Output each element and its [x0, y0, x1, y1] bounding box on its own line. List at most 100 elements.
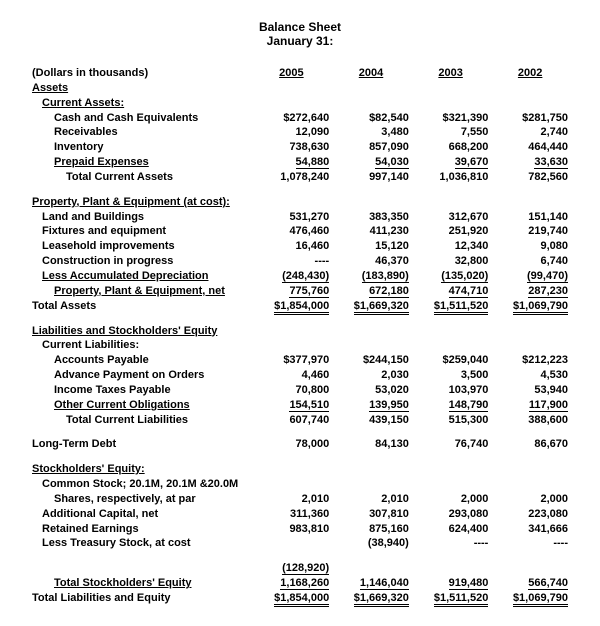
v: 566,740: [528, 577, 568, 590]
v: $377,970: [252, 353, 332, 368]
v: $1,854,000: [274, 300, 329, 315]
v: ----: [252, 254, 332, 269]
v: $212,223: [490, 353, 570, 368]
v: 474,710: [449, 285, 489, 298]
v: 2,740: [490, 125, 570, 140]
v: 857,090: [331, 140, 411, 155]
v: 46,370: [331, 254, 411, 269]
v: 624,400: [411, 522, 491, 537]
label: Income Taxes Payable: [30, 383, 252, 398]
year-2005: 2005: [252, 66, 332, 81]
v: $1,511,520: [434, 592, 488, 607]
v: 1,078,240: [252, 170, 332, 185]
v: 287,230: [528, 285, 568, 298]
v: $281,750: [490, 111, 570, 126]
v: 2,010: [252, 492, 332, 507]
v: 439,150: [331, 413, 411, 428]
v: 4,530: [490, 368, 570, 383]
v: $1,069,790: [513, 592, 568, 607]
v: 4,460: [252, 368, 332, 383]
v: [411, 561, 491, 576]
v: 6,740: [490, 254, 570, 269]
v: 70,800: [252, 383, 332, 398]
row-advance: Advance Payment on Orders4,4602,0303,500…: [30, 368, 570, 383]
row-fixtures: Fixtures and equipment476,460411,230251,…: [30, 224, 570, 239]
label: Total Assets: [30, 299, 252, 314]
liab-equity-heading: Liabilities and Stockholders' Equity: [30, 324, 252, 339]
v: 39,670: [455, 156, 489, 169]
v: 607,740: [252, 413, 332, 428]
year-2002: 2002: [490, 66, 570, 81]
label: Additional Capital, net: [30, 507, 252, 522]
v: (99,470): [527, 270, 568, 283]
v: 388,600: [490, 413, 570, 428]
row-total-assets: Total Assets$1,854,000$1,669,320$1,511,5…: [30, 299, 570, 314]
label: Leasehold improvements: [30, 239, 252, 254]
v: (248,430): [282, 270, 329, 283]
row-prepaid: Prepaid Expenses54,88054,03039,67033,630: [30, 155, 570, 170]
v: 312,670: [411, 210, 491, 225]
v: 476,460: [252, 224, 332, 239]
label: Land and Buildings: [30, 210, 252, 225]
label: Property, Plant & Equipment, net: [30, 284, 252, 299]
v: 154,510: [289, 399, 329, 412]
row-inventory: Inventory738,630857,090668,200464,440: [30, 140, 570, 155]
row-total-se: Total Stockholders' Equity1,168,2601,146…: [30, 576, 570, 591]
v: 531,270: [252, 210, 332, 225]
v: 223,080: [490, 507, 570, 522]
v: 103,970: [411, 383, 491, 398]
v: 53,020: [331, 383, 411, 398]
v: 139,950: [369, 399, 409, 412]
row-leasehold: Leasehold improvements16,46015,12012,340…: [30, 239, 570, 254]
label: Less Treasury Stock, at cost: [30, 536, 252, 551]
v: 53,940: [490, 383, 570, 398]
v: 775,760: [289, 285, 329, 298]
cl-heading: Current Liabilities:: [30, 338, 252, 353]
v: 2,000: [411, 492, 491, 507]
label: Total Current Liabilities: [30, 413, 252, 428]
v: 515,300: [411, 413, 491, 428]
v: 9,080: [490, 239, 570, 254]
row-ppe-net: Property, Plant & Equipment, net775,7606…: [30, 284, 570, 299]
label: Cash and Cash Equivalents: [30, 111, 252, 126]
v: [252, 536, 332, 551]
row-ap: Accounts Payable$377,970$244,150$259,040…: [30, 353, 570, 368]
label: Construction in progress: [30, 254, 252, 269]
row-treasury: Less Treasury Stock, at cost(38,940)----…: [30, 536, 570, 551]
label: Accounts Payable: [30, 353, 252, 368]
v: 2,030: [331, 368, 411, 383]
row-addl-capital: Additional Capital, net311,360307,810293…: [30, 507, 570, 522]
v: 76,740: [411, 437, 491, 452]
v: 383,350: [331, 210, 411, 225]
v: 311,360: [252, 507, 332, 522]
row-other-obl: Other Current Obligations154,510139,9501…: [30, 398, 570, 413]
v: 983,810: [252, 522, 332, 537]
header-row: (Dollars in thousands) 2005 2004 2003 20…: [30, 66, 570, 81]
v: 411,230: [331, 224, 411, 239]
row-common-stock: Shares, respectively, at par2,0102,0102,…: [30, 492, 570, 507]
label: Total Current Assets: [30, 170, 252, 185]
v: 307,810: [331, 507, 411, 522]
v: 86,670: [490, 437, 570, 452]
v: ----: [411, 536, 491, 551]
v: 78,000: [252, 437, 332, 452]
v: (128,920): [282, 562, 329, 575]
v: $272,640: [252, 111, 332, 126]
dollars-note: (Dollars in thousands): [30, 66, 252, 81]
label: Other Current Obligations: [30, 398, 252, 413]
label: Total Liabilities and Equity: [30, 591, 252, 606]
v: 782,560: [490, 170, 570, 185]
v: [331, 561, 411, 576]
v: 54,880: [296, 156, 330, 169]
label: Prepaid Expenses: [30, 155, 252, 170]
v: 341,666: [490, 522, 570, 537]
v: 997,140: [331, 170, 411, 185]
v: 464,440: [490, 140, 570, 155]
v: 251,920: [411, 224, 491, 239]
v: 3,480: [331, 125, 411, 140]
v: 219,740: [490, 224, 570, 239]
v: 2,000: [490, 492, 570, 507]
v: 1,168,260: [280, 577, 329, 590]
label: Fixtures and equipment: [30, 224, 252, 239]
row-cip: Construction in progress----46,37032,800…: [30, 254, 570, 269]
